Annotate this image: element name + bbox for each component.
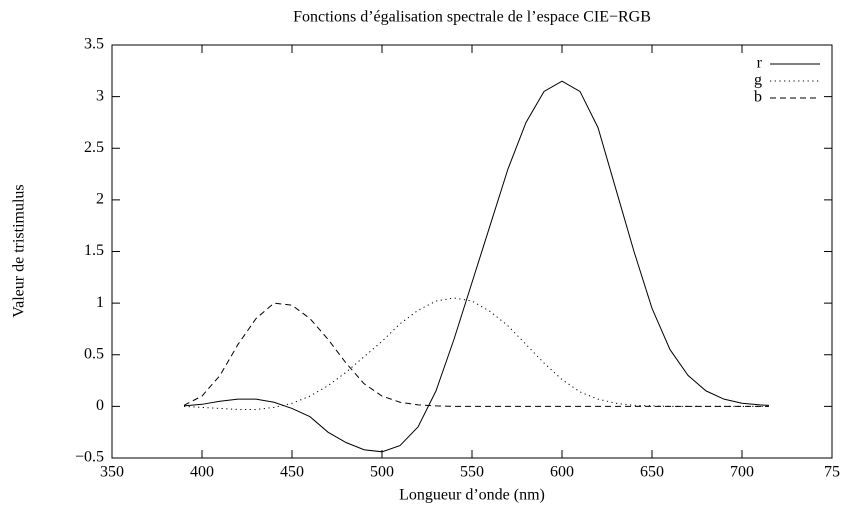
- y-tick-label: 3.5: [84, 36, 104, 53]
- y-tick-label: 1.5: [84, 242, 104, 259]
- y-tick-label: 0.5: [84, 345, 104, 362]
- x-tick-label: 500: [370, 464, 394, 481]
- plot-frame: [111, 44, 833, 459]
- y-tick-label: 2.5: [84, 139, 104, 156]
- y-tick-label: 3: [96, 87, 104, 104]
- y-tick-label: −0.5: [75, 449, 104, 466]
- legend-label: g: [754, 72, 762, 89]
- x-tick-label: 650: [640, 464, 664, 481]
- series-line: [183, 80, 770, 453]
- x-axis-label: Longueur d’onde (nm): [399, 487, 545, 504]
- y-tick-label: 1: [96, 294, 104, 311]
- x-tick-label: 700: [730, 464, 754, 481]
- x-tick-label: 75: [824, 464, 840, 481]
- legend-label: r: [757, 55, 763, 72]
- x-tick-label: 400: [190, 464, 214, 481]
- x-tick-label: 450: [280, 464, 304, 481]
- series-line: [183, 302, 769, 407]
- legend-label: b: [754, 89, 762, 106]
- y-tick-label: 0: [96, 397, 104, 414]
- y-tick-label: 2: [96, 191, 104, 208]
- x-tick-label: 600: [550, 464, 574, 481]
- x-tick-label: 550: [460, 464, 484, 481]
- chart-title: Fonctions d’égalisation spectrale de l’e…: [293, 9, 651, 26]
- series-line: [183, 297, 769, 410]
- x-tick-label: 350: [100, 464, 124, 481]
- y-axis-label: Valeur de tristimulus: [11, 184, 28, 317]
